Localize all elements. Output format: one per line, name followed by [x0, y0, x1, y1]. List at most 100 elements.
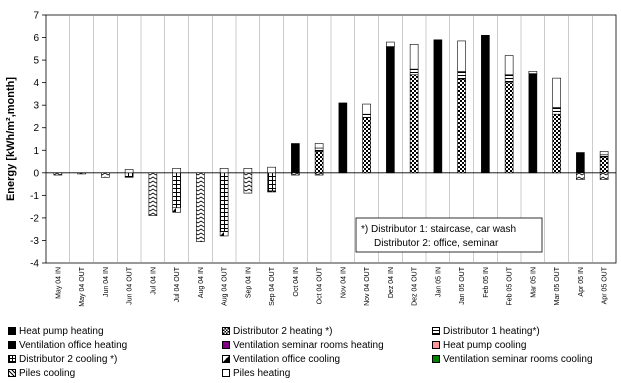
category-label: Sep 04 IN: [245, 267, 252, 298]
bar-segment: [576, 172, 585, 180]
category-label: Dez 04 IN: [388, 267, 395, 298]
bar-segment: [528, 71, 538, 74]
bar-segment: [552, 107, 561, 115]
category-label: Jan 05 OUT: [459, 266, 466, 304]
y-tick-label: 5: [33, 56, 39, 67]
legend-item: Heat pump heating: [8, 326, 104, 337]
category-label: Feb 05 OUT: [507, 266, 514, 305]
bar-segment: [457, 78, 466, 174]
y-tick-label: 3: [33, 101, 39, 112]
bar-segment: [386, 41, 395, 47]
bar-segment: [196, 172, 205, 242]
bar-segment: [243, 168, 253, 174]
legend-item: Distributor 2 heating *): [222, 326, 333, 337]
legend-item: Ventilation seminar rooms cooling: [432, 354, 593, 365]
bar-segment: [576, 152, 585, 174]
bar-segment: [409, 68, 419, 76]
bar-segment: [267, 172, 276, 192]
legend-item: Ventilation office cooling: [222, 354, 340, 365]
category-label: Apr 05 IN: [578, 267, 585, 297]
bar-segment: [314, 151, 324, 174]
legend-label: Ventilation office heating: [19, 340, 128, 351]
legend-swatch: [8, 341, 16, 349]
y-tick-label: 7: [33, 11, 39, 22]
category-label: Aug 04 OUT: [222, 266, 229, 306]
bar-segment: [101, 172, 110, 178]
bar-segment: [219, 172, 229, 232]
bar-segment: [148, 172, 158, 216]
legend-label: Piles heating: [233, 368, 291, 379]
bar-segment: [124, 169, 134, 174]
category-label: Aug 04 IN: [198, 267, 205, 298]
bar-segment: [457, 71, 466, 80]
legend-item: Piles cooling: [8, 368, 75, 379]
legend-label: Distributor 2 heating *): [233, 326, 333, 337]
legend-swatch: [432, 355, 440, 363]
category-label: Feb 05 IN: [483, 267, 490, 298]
bar-segment: [362, 117, 371, 174]
bar-segment: [314, 147, 324, 152]
category-label: Jul 04 IN: [150, 267, 157, 295]
bar-segment: [599, 172, 609, 180]
category-label: Jul 04 OUT: [174, 266, 181, 302]
bar-segment: [362, 103, 371, 115]
y-tick-label: -4: [30, 259, 39, 270]
bar-segment: [457, 40, 466, 72]
bar-segment: [362, 113, 371, 118]
legend-swatch: [222, 327, 230, 335]
bar-segment: [267, 190, 276, 193]
bar-segment: [409, 74, 419, 174]
bar-segment: [219, 168, 229, 174]
bar-segment: [504, 55, 514, 76]
bar-segment: [77, 172, 86, 175]
category-label: Jan 05 IN: [435, 267, 442, 297]
bar-segment: [599, 154, 609, 158]
bar-segment: [504, 74, 514, 83]
legend-label: Distributor 2 cooling *): [19, 354, 118, 365]
legend-swatch: [222, 369, 230, 377]
bar-segment: [219, 231, 229, 237]
y-tick-label: -2: [30, 213, 39, 224]
legend-item: Heat pump cooling: [432, 340, 526, 351]
y-tick-label: 4: [33, 78, 39, 89]
annotation-border: [355, 217, 543, 253]
legend-item: Ventilation office heating: [8, 340, 127, 351]
category-label: Mar 05 OUT: [554, 266, 561, 305]
bar-segment: [481, 34, 490, 174]
legend-item: Ventilation seminar rooms heating: [222, 340, 384, 351]
y-tick-label: -1: [30, 191, 39, 202]
bar-segment: [386, 46, 395, 174]
bar-segment: [291, 143, 300, 174]
y-tick-label: 2: [33, 123, 39, 134]
legend-label: Heat pump cooling: [443, 340, 527, 351]
bar-segment: [53, 172, 63, 176]
bar-segment: [314, 143, 324, 149]
bar-segment: [504, 82, 514, 174]
legend-label: Heat pump heating: [19, 326, 104, 337]
legend-label: Distributor 1 heating*): [443, 326, 540, 337]
y-tick-label: 1: [33, 146, 39, 157]
annotation-box: *) Distributor 1: staircase, car wash Di…: [355, 217, 543, 253]
category-label: Oct 04 OUT: [317, 266, 324, 304]
category-label: Jun 04 IN: [103, 267, 110, 297]
bar-segment: [552, 113, 561, 174]
bar-segment: [267, 166, 276, 174]
bar-segment: [172, 207, 181, 213]
legend-label: Ventilation seminar rooms cooling: [443, 354, 593, 365]
y-tick-label: 6: [33, 33, 39, 44]
category-label: Nov 04 OUT: [364, 266, 371, 306]
legend-item: Distributor 2 cooling *): [8, 354, 117, 365]
bar-segment: [314, 172, 324, 176]
legend-swatch: [222, 341, 230, 349]
category-label: May 04 OUT: [79, 266, 86, 306]
bar-segment: [528, 73, 538, 174]
annotation-line-2: Distributor 2: office, seminar: [374, 238, 499, 249]
category-label: Jun 04 OUT: [127, 266, 134, 304]
bar-segment: [291, 172, 300, 176]
y-axis-title: Energy [kWh/m²,month]: [5, 77, 17, 201]
legend-swatch: [8, 355, 16, 363]
category-label: Dez 04 OUT: [412, 266, 419, 306]
legend-item: Piles heating: [222, 368, 290, 379]
